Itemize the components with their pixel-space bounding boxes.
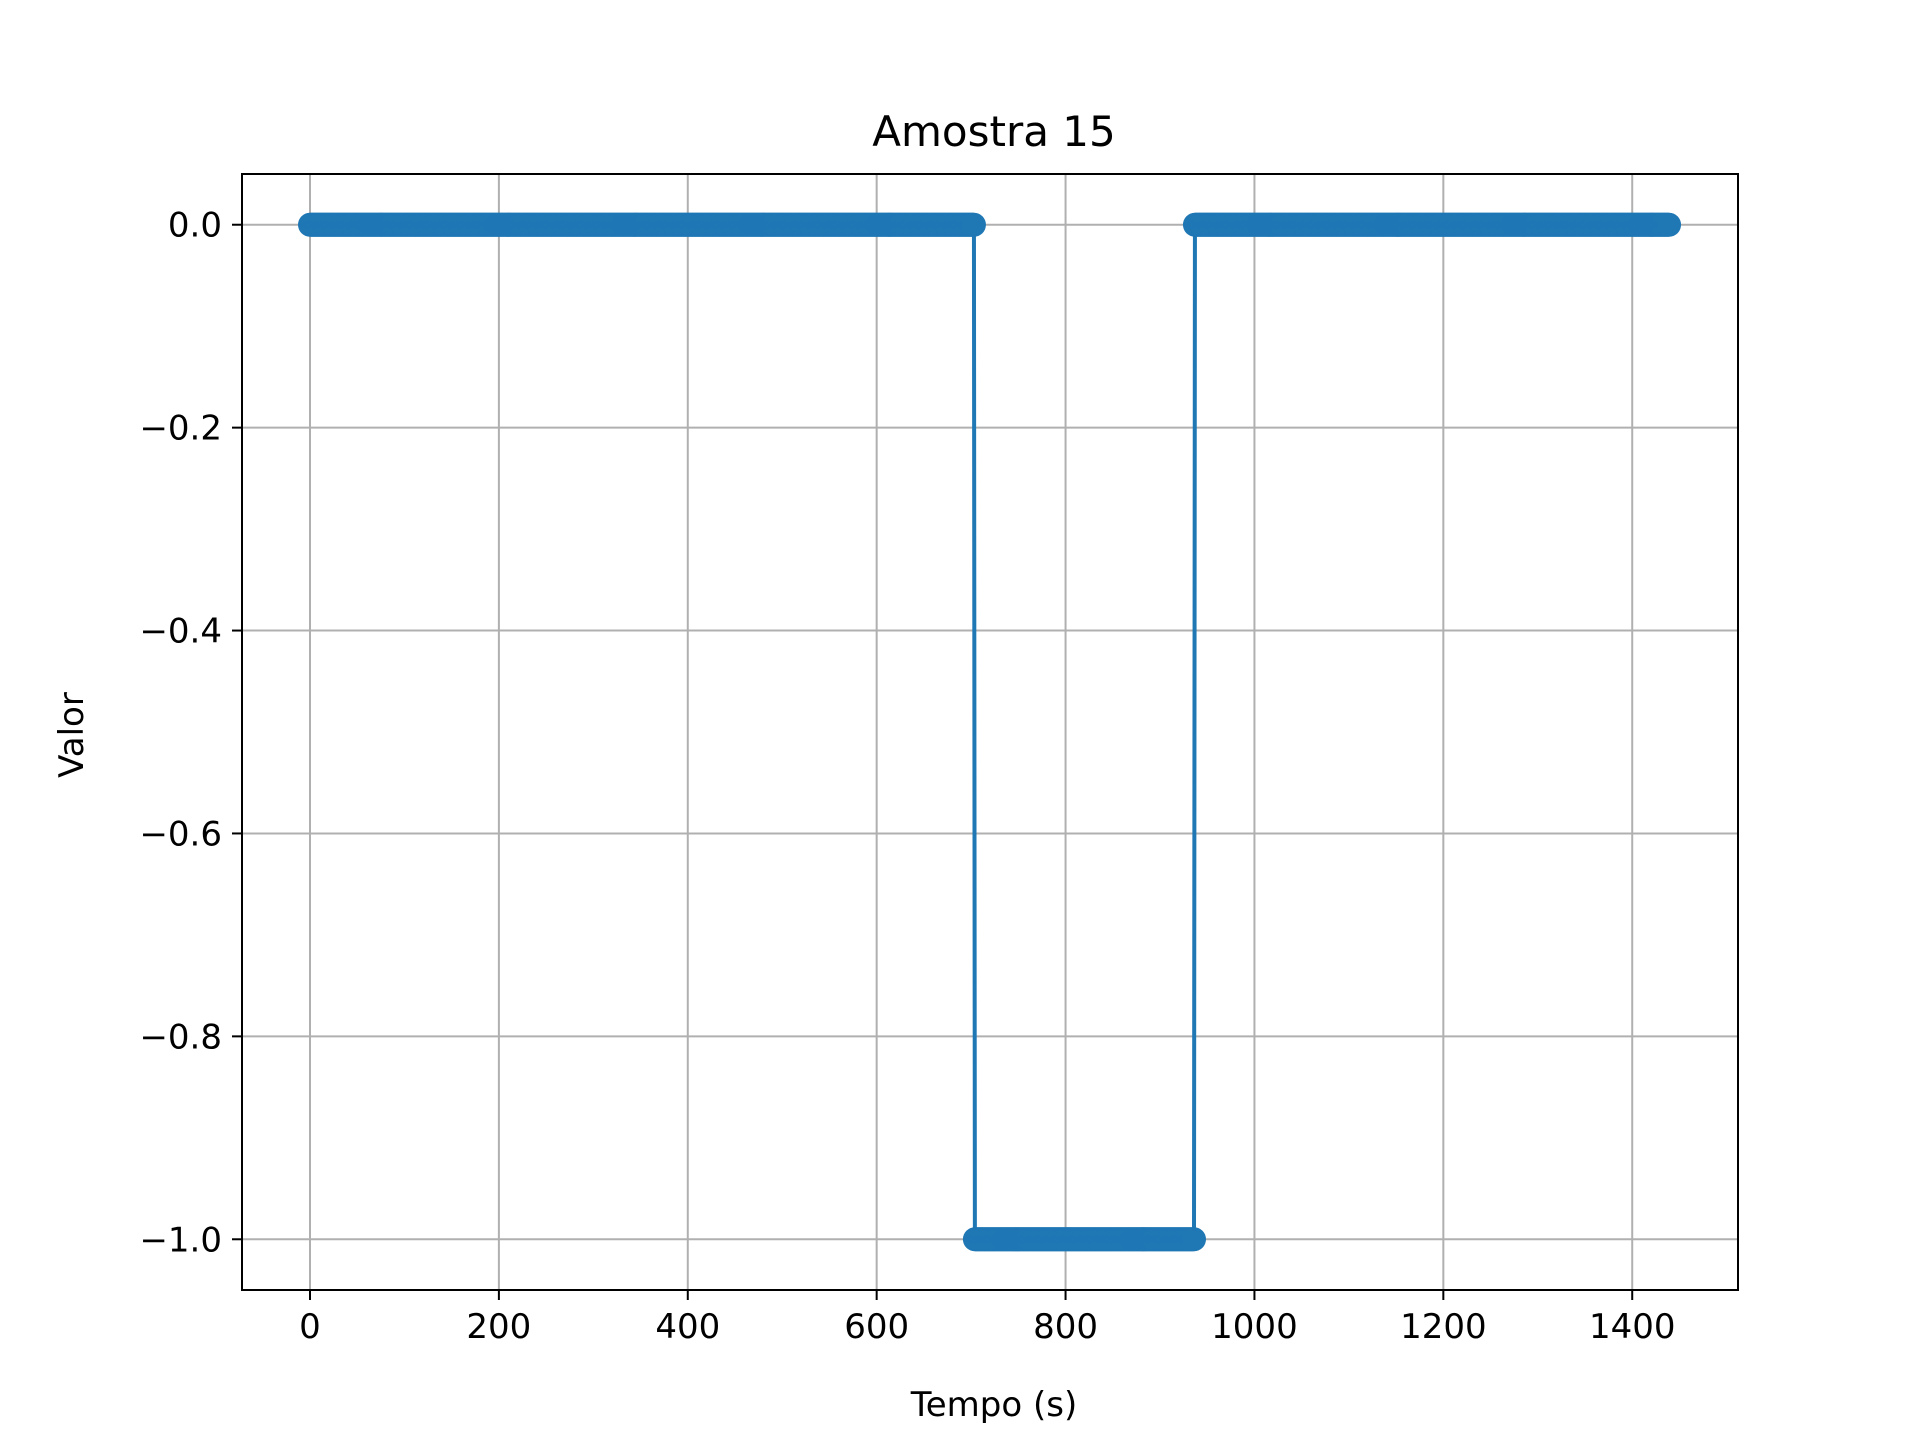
x-tick-label: 800 (1033, 1307, 1098, 1347)
x-tick-label: 1200 (1400, 1307, 1487, 1347)
y-tick-label: −0.8 (139, 1017, 222, 1057)
y-axis-label: Valor (52, 692, 92, 778)
x-tick-label: 600 (844, 1307, 909, 1347)
x-tick-label: 0 (299, 1307, 321, 1347)
y-tick-label: −0.2 (139, 409, 222, 449)
data-point (961, 212, 986, 237)
x-axis-label: Tempo (s) (910, 1385, 1077, 1425)
x-tick-label: 400 (655, 1307, 720, 1347)
plot-area (298, 212, 1682, 1252)
data-point (1182, 1227, 1206, 1252)
y-tick-label: −0.4 (139, 612, 222, 652)
y-tick-label: −0.6 (139, 814, 222, 854)
x-tick-label: 1000 (1211, 1307, 1298, 1347)
x-tick-label: 1400 (1589, 1307, 1676, 1347)
y-tick-label: −1.0 (139, 1220, 222, 1260)
x-tick-label: 200 (466, 1307, 531, 1347)
axes-frame (241, 173, 1739, 1291)
y-tick-label: 0.0 (168, 206, 222, 246)
series-markers (298, 212, 1682, 1252)
chart-title: Amostra 15 (872, 107, 1116, 156)
axis-ticks: 0 200 400 600 800 1000 1200 1400 0.0 −0.2 −0.4 −0.6… (139, 206, 1675, 1347)
data-point (1657, 212, 1682, 237)
